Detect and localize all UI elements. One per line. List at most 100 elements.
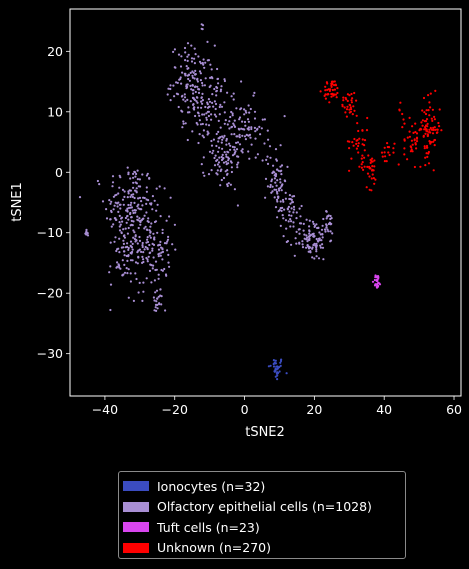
data-point: [433, 115, 436, 118]
data-point: [256, 127, 259, 130]
data-point: [293, 208, 296, 211]
data-point: [217, 150, 220, 153]
data-point: [176, 93, 180, 96]
data-point: [341, 103, 344, 106]
data-point: [265, 158, 268, 161]
data-point: [426, 146, 429, 149]
data-point: [108, 199, 111, 202]
data-point: [241, 120, 244, 123]
data-point: [366, 165, 369, 168]
data-point: [291, 201, 294, 204]
data-point: [373, 182, 376, 185]
plot-area: [69, 8, 462, 397]
data-point: [230, 110, 233, 114]
data-point: [145, 277, 148, 280]
data-point: [220, 155, 223, 159]
data-point: [152, 296, 155, 299]
data-point: [311, 220, 315, 223]
data-point: [148, 269, 152, 272]
data-point: [306, 244, 309, 247]
data-point: [305, 218, 308, 221]
data-point: [186, 98, 189, 101]
data-point: [183, 46, 187, 50]
data-point: [159, 240, 162, 243]
data-point: [372, 177, 375, 180]
data-point: [146, 172, 149, 175]
data-point: [433, 118, 436, 121]
data-point: [152, 243, 156, 246]
data-point: [368, 188, 371, 191]
data-point: [438, 125, 441, 128]
data-point: [409, 150, 412, 153]
data-point: [323, 228, 327, 231]
data-point: [188, 111, 191, 114]
data-point: [281, 198, 285, 202]
data-point: [424, 120, 428, 123]
data-point: [328, 222, 331, 225]
data-point: [226, 91, 229, 94]
data-point: [187, 106, 190, 109]
data-point: [246, 127, 249, 130]
data-point: [148, 177, 151, 180]
data-point: [272, 170, 275, 173]
data-point: [156, 297, 159, 300]
data-point: [410, 148, 413, 151]
data-point: [315, 223, 318, 226]
data-point: [295, 217, 298, 220]
data-point: [273, 177, 276, 180]
data-point: [138, 178, 141, 181]
data-point: [117, 201, 120, 204]
data-point: [408, 116, 411, 119]
data-point: [427, 109, 430, 112]
data-point: [248, 157, 251, 160]
data-point: [266, 155, 269, 158]
data-point: [288, 210, 291, 213]
data-point: [423, 147, 426, 150]
data-point: [285, 227, 288, 230]
data-point: [213, 164, 217, 167]
data-point: [129, 272, 132, 275]
data-point: [217, 140, 220, 143]
data-point: [366, 116, 369, 120]
data-point: [141, 204, 144, 207]
data-point: [144, 245, 147, 249]
data-point: [290, 214, 293, 217]
data-point: [355, 142, 358, 145]
data-point: [203, 84, 206, 87]
data-point: [331, 88, 334, 92]
data-point: [362, 168, 365, 171]
data-point: [130, 219, 133, 222]
data-point: [287, 205, 290, 208]
data-point: [350, 99, 353, 102]
data-point: [273, 188, 276, 191]
data-point: [142, 251, 145, 254]
data-point: [302, 229, 305, 232]
data-point: [137, 256, 140, 259]
data-point: [207, 173, 211, 176]
data-point: [228, 127, 231, 130]
data-point: [317, 257, 321, 260]
data-point: [276, 216, 279, 219]
data-point: [205, 123, 208, 126]
data-point: [419, 165, 422, 168]
data-point: [154, 291, 157, 294]
data-point: [197, 141, 200, 145]
data-point: [189, 71, 192, 74]
data-point: [440, 129, 443, 132]
data-point: [315, 242, 318, 245]
data-point: [183, 96, 187, 99]
data-point: [105, 217, 109, 220]
data-point: [254, 156, 257, 159]
data-point: [180, 55, 183, 58]
x-tick-label: −20: [162, 402, 188, 417]
y-tick-label: −20: [37, 286, 63, 301]
data-point: [118, 225, 121, 228]
data-point: [158, 303, 161, 306]
data-point: [241, 148, 244, 151]
data-point: [146, 258, 149, 261]
data-point: [167, 253, 170, 256]
data-point: [308, 225, 311, 228]
data-point: [432, 126, 435, 129]
data-point: [423, 111, 426, 114]
data-point: [118, 251, 121, 254]
